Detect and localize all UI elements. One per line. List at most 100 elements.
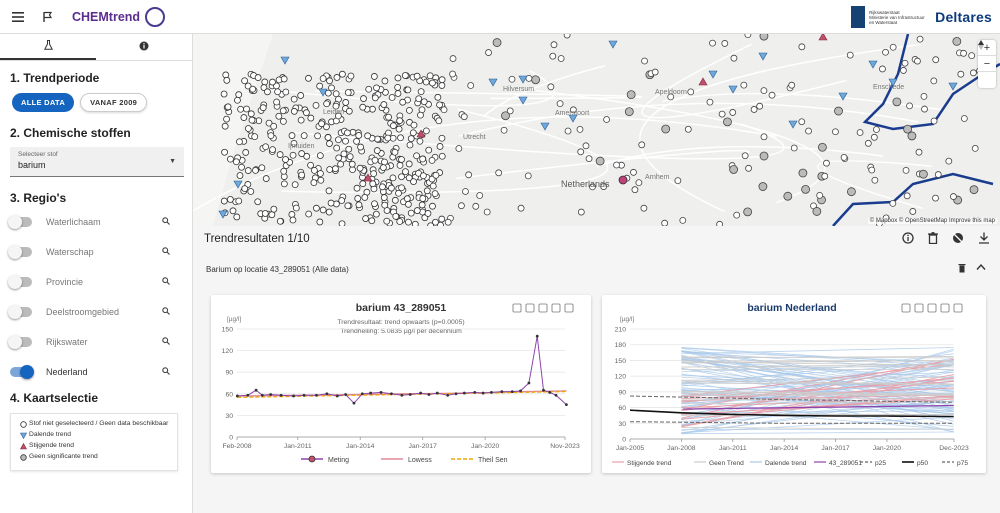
station-marker bbox=[816, 191, 824, 199]
compass-icon[interactable] bbox=[978, 40, 996, 88]
flag-icon[interactable] bbox=[36, 5, 60, 29]
region-label: Waterschap bbox=[46, 247, 94, 257]
region-toggle[interactable] bbox=[8, 335, 32, 349]
data-view-icon[interactable] bbox=[953, 303, 963, 313]
station-marker bbox=[424, 210, 432, 217]
meting-point bbox=[446, 393, 450, 397]
station-marker bbox=[492, 38, 502, 47]
toggle-knob[interactable] bbox=[8, 305, 22, 319]
station-marker bbox=[750, 106, 758, 113]
zoom-in-button[interactable]: + bbox=[978, 40, 996, 56]
trash-icon[interactable] bbox=[928, 232, 938, 247]
region-toggle[interactable] bbox=[8, 305, 32, 319]
station-marker bbox=[667, 93, 675, 101]
station-marker bbox=[394, 90, 402, 97]
tab-info[interactable] bbox=[96, 34, 192, 60]
substance-select[interactable]: Selecteer stof barium ▼ bbox=[10, 147, 184, 177]
station-marker bbox=[557, 55, 565, 62]
delete-icon[interactable] bbox=[958, 263, 966, 275]
region-toggle[interactable] bbox=[10, 365, 34, 379]
station-marker bbox=[906, 102, 913, 110]
station-marker bbox=[879, 65, 886, 73]
toggle-knob[interactable] bbox=[8, 275, 22, 289]
zoom-icon[interactable] bbox=[901, 303, 911, 313]
meting-point bbox=[535, 334, 539, 338]
increasing-trend-marker bbox=[363, 173, 373, 182]
search-icon[interactable] bbox=[162, 307, 170, 317]
region-toggle-row[interactable]: Rijkswater bbox=[8, 327, 192, 357]
map-road bbox=[193, 116, 777, 212]
station-marker bbox=[342, 137, 349, 145]
station-marker bbox=[420, 172, 427, 180]
station-marker bbox=[840, 154, 848, 161]
station-marker bbox=[401, 72, 409, 79]
download-icon[interactable] bbox=[551, 303, 561, 313]
legend-item: Dalende trend bbox=[17, 431, 171, 439]
station-marker bbox=[397, 134, 404, 142]
station-marker bbox=[333, 74, 341, 81]
station-marker bbox=[783, 191, 793, 201]
region-toggle-row[interactable]: Waterschap bbox=[8, 237, 192, 267]
restore-icon[interactable] bbox=[538, 303, 548, 313]
region-toggle[interactable] bbox=[8, 215, 32, 229]
period-from-2009-button[interactable]: VANAF 2009 bbox=[80, 93, 148, 112]
toggle-knob[interactable] bbox=[20, 365, 34, 379]
station-marker bbox=[381, 158, 388, 166]
station-marker bbox=[613, 161, 620, 169]
app-brand[interactable]: CHEMtrend bbox=[72, 6, 166, 27]
map-label: Enschede bbox=[873, 84, 905, 91]
station-marker bbox=[291, 181, 299, 189]
search-icon[interactable] bbox=[162, 247, 170, 257]
station-marker bbox=[373, 147, 381, 154]
station-marker bbox=[335, 136, 342, 144]
decreasing-trend-marker bbox=[318, 88, 328, 97]
station-marker bbox=[651, 68, 659, 76]
search-icon[interactable] bbox=[162, 367, 170, 377]
zoom-reset-icon[interactable] bbox=[525, 303, 535, 313]
meting-point bbox=[519, 389, 522, 393]
station-marker bbox=[856, 129, 864, 136]
station-marker bbox=[227, 155, 234, 163]
region-toggle-row[interactable]: Nederland bbox=[10, 357, 192, 387]
station-marker bbox=[436, 101, 443, 109]
tab-filters[interactable] bbox=[0, 34, 96, 60]
region-toggle-row[interactable]: Provincie bbox=[8, 267, 192, 297]
x-tick-label: Jan-2008 bbox=[667, 445, 696, 452]
map-view[interactable]: Ijmuiden Hilversum Amersfoort Apeldoorn … bbox=[193, 34, 1000, 226]
menu-icon[interactable] bbox=[6, 5, 30, 29]
toggle-knob[interactable] bbox=[8, 245, 22, 259]
station-marker bbox=[801, 184, 810, 194]
region-toggle[interactable] bbox=[8, 245, 32, 259]
meting-point bbox=[269, 393, 273, 396]
toggle-knob[interactable] bbox=[8, 335, 22, 349]
collapse-icon[interactable] bbox=[976, 263, 986, 275]
info-icon[interactable] bbox=[902, 232, 914, 247]
meting-point bbox=[292, 394, 295, 398]
search-icon[interactable] bbox=[162, 217, 170, 227]
restore-icon[interactable] bbox=[927, 303, 937, 313]
toggle-knob[interactable] bbox=[8, 215, 22, 229]
results-title: Trendresultaten 1/10 bbox=[204, 233, 310, 245]
period-all-button[interactable]: ALLE DATA bbox=[12, 93, 75, 112]
download-icon[interactable] bbox=[940, 303, 950, 313]
data-view-icon[interactable] bbox=[564, 303, 574, 313]
zoom-reset-icon[interactable] bbox=[914, 303, 924, 313]
station-marker bbox=[405, 107, 413, 114]
station-marker bbox=[262, 175, 270, 182]
station-marker bbox=[344, 129, 351, 137]
search-icon[interactable] bbox=[162, 277, 170, 287]
download-icon[interactable] bbox=[978, 232, 990, 247]
map-attribution[interactable]: © Mapbox © OpenStreetMap Improve this ma… bbox=[867, 218, 997, 224]
zoom-out-button[interactable]: − bbox=[978, 56, 996, 72]
region-toggle-row[interactable]: Deelstroomgebied bbox=[8, 297, 192, 327]
station-marker bbox=[347, 72, 355, 80]
station-marker bbox=[370, 73, 378, 80]
zoom-icon[interactable] bbox=[512, 303, 522, 313]
search-icon[interactable] bbox=[162, 337, 170, 347]
station-marker bbox=[709, 39, 716, 47]
region-toggle-row[interactable]: Waterlichaam bbox=[8, 207, 192, 237]
region-toggle[interactable] bbox=[8, 275, 32, 289]
trend-line bbox=[681, 406, 954, 431]
station-marker bbox=[846, 51, 854, 59]
globe-off-icon[interactable] bbox=[952, 232, 964, 247]
